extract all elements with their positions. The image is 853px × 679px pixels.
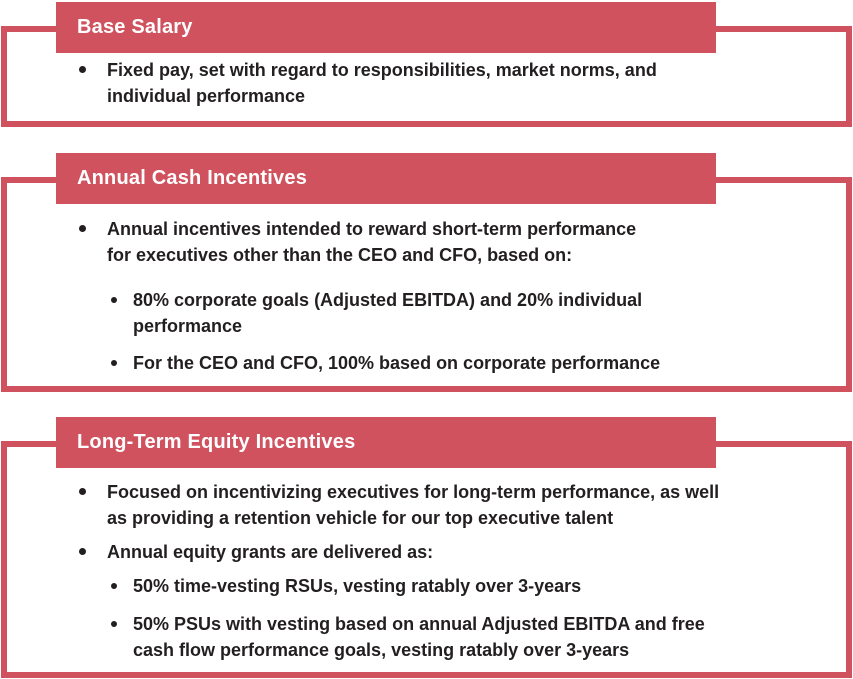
bullet-icon xyxy=(110,287,133,313)
panel-title: Long-Term Equity Incentives xyxy=(77,431,356,453)
list-item: Fixed pay, set with regard to responsibi… xyxy=(77,57,806,109)
bullet-icon xyxy=(77,216,107,242)
panel-title: Base Salary xyxy=(77,16,193,38)
bullet-icon xyxy=(77,57,107,83)
list-item-text: 50% PSUs with vesting based on annual Ad… xyxy=(133,614,705,660)
panel-header-long-term-equity-incentives: Long-Term Equity Incentives xyxy=(56,417,716,468)
list-item: Annual equity grants are delivered as: xyxy=(77,539,806,565)
list-item-text: Annual equity grants are delivered as: xyxy=(107,542,434,562)
list-item: Focused on incentivizing executives for … xyxy=(77,479,806,531)
sub-list-item: 50% PSUs with vesting based on annual Ad… xyxy=(110,611,806,663)
list-item-text: For the CEO and CFO, 100% based on corpo… xyxy=(133,353,661,373)
list-item: Annual incentives intended to reward sho… xyxy=(77,216,806,268)
list-item-text: 80% corporate goals (Adjusted EBITDA) an… xyxy=(133,290,643,336)
panel-header-annual-cash-incentives: Annual Cash Incentives xyxy=(56,153,716,204)
bullet-icon xyxy=(110,573,133,599)
list-item-text: Fixed pay, set with regard to responsibi… xyxy=(107,60,657,106)
sub-list-item: For the CEO and CFO, 100% based on corpo… xyxy=(110,350,806,376)
panel-title: Annual Cash Incentives xyxy=(77,167,308,189)
panel-box-long-term-equity-incentives: Focused on incentivizing executives for … xyxy=(1,441,852,678)
panel-header-base-salary: Base Salary xyxy=(56,2,716,53)
sub-list-item: 80% corporate goals (Adjusted EBITDA) an… xyxy=(110,287,806,339)
bullet-icon xyxy=(77,539,107,565)
panel-box-annual-cash-incentives: Annual incentives intended to reward sho… xyxy=(1,177,852,392)
sub-list-item: 50% time-vesting RSUs, vesting ratably o… xyxy=(110,573,806,599)
list-item-text: Annual incentives intended to reward sho… xyxy=(107,219,637,265)
list-item-text: Focused on incentivizing executives for … xyxy=(107,482,720,528)
bullet-icon xyxy=(110,350,133,376)
list-item-text: 50% time-vesting RSUs, vesting ratably o… xyxy=(133,576,582,596)
bullet-icon xyxy=(110,611,133,637)
bullet-icon xyxy=(77,479,107,505)
